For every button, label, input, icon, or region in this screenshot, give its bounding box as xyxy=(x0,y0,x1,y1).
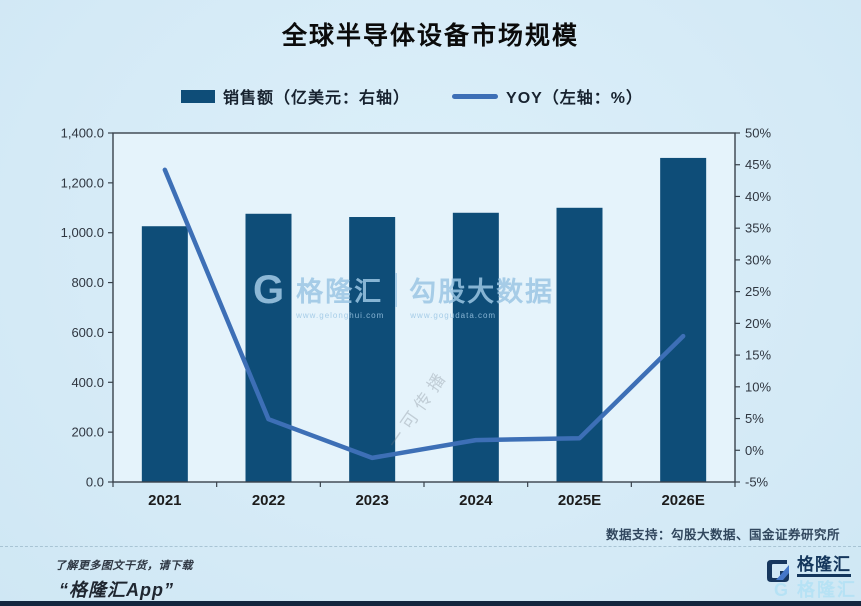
left-axis-label: 0.0 xyxy=(86,475,104,490)
app-name-text: “格隆汇App” xyxy=(59,580,174,600)
left-axis-label: 1,200.0 xyxy=(61,175,104,190)
left-axis-label: 1,400.0 xyxy=(61,126,104,141)
dashed-divider xyxy=(0,546,861,547)
line-series-label: YOY（左轴：%） xyxy=(506,90,644,107)
bar-2021 xyxy=(141,226,188,482)
chart-title: 全球半导体设备市场规模 xyxy=(281,22,579,50)
right-axis-label: 50% xyxy=(745,126,771,141)
legend-item-yoy: YOY（左轴：%） xyxy=(452,84,643,108)
bar-2022 xyxy=(245,213,292,483)
right-axis-label: 40% xyxy=(745,189,771,204)
left-axis-label: 1,000.0 xyxy=(61,225,104,240)
logo-watermark-echo: G 格隆汇 xyxy=(773,580,857,600)
yoy-line xyxy=(162,167,686,461)
x-axis-label: 2024 xyxy=(459,492,493,509)
bar-2023 xyxy=(349,217,396,483)
line-series-swatch xyxy=(452,93,499,99)
left-axis-label: 400.0 xyxy=(71,375,104,390)
x-axis-label: 2023 xyxy=(355,492,388,509)
right-axis-label: 45% xyxy=(745,157,771,172)
bar-2025E xyxy=(556,207,603,483)
bottom-dark-strip xyxy=(0,601,861,606)
right-axis-label: 0% xyxy=(745,443,764,458)
right-axis-label: 20% xyxy=(745,316,771,331)
plot-area xyxy=(113,133,735,482)
bar-series-label: 销售额（亿美元：右轴） xyxy=(223,90,411,107)
gelonghui-logo: 格隆汇 xyxy=(763,556,851,586)
bar-2026E xyxy=(660,157,707,482)
right-axis-label: 5% xyxy=(745,411,764,426)
data-source-note: 数据支持：勾股大数据、国金证券研究所 xyxy=(605,528,840,542)
legend: 销售额（亿美元：右轴） YOY（左轴：%） xyxy=(181,84,643,108)
promo-text: 了解更多图文干货，请下载 xyxy=(55,560,193,572)
x-axis-label: 2022 xyxy=(252,492,285,509)
right-axis-label: 30% xyxy=(745,252,771,267)
x-axis-label: 2025E xyxy=(558,492,601,509)
left-axis-label: 200.0 xyxy=(71,425,104,440)
left-axis-label: 600.0 xyxy=(71,325,104,340)
x-axis-label: 2021 xyxy=(148,492,181,509)
legend-item-sales: 销售额（亿美元：右轴） xyxy=(181,84,410,108)
right-axis-label: 35% xyxy=(745,221,771,236)
x-axis-label: 2026E xyxy=(661,492,704,509)
left-axis-label: 800.0 xyxy=(71,275,104,290)
right-axis-label: 25% xyxy=(745,284,771,299)
gelonghui-logo-text: 格隆汇 xyxy=(797,556,851,577)
right-axis-label: -5% xyxy=(745,475,769,490)
gelonghui-g-icon xyxy=(767,560,789,582)
right-axis-label: 10% xyxy=(745,379,771,394)
bar-2024 xyxy=(452,212,499,482)
right-axis-label: 15% xyxy=(745,348,771,363)
bar-series-swatch xyxy=(181,89,215,103)
promo-block: 了解更多图文干货，请下载 “格隆汇App” xyxy=(55,557,193,602)
plot-frame xyxy=(112,132,736,483)
